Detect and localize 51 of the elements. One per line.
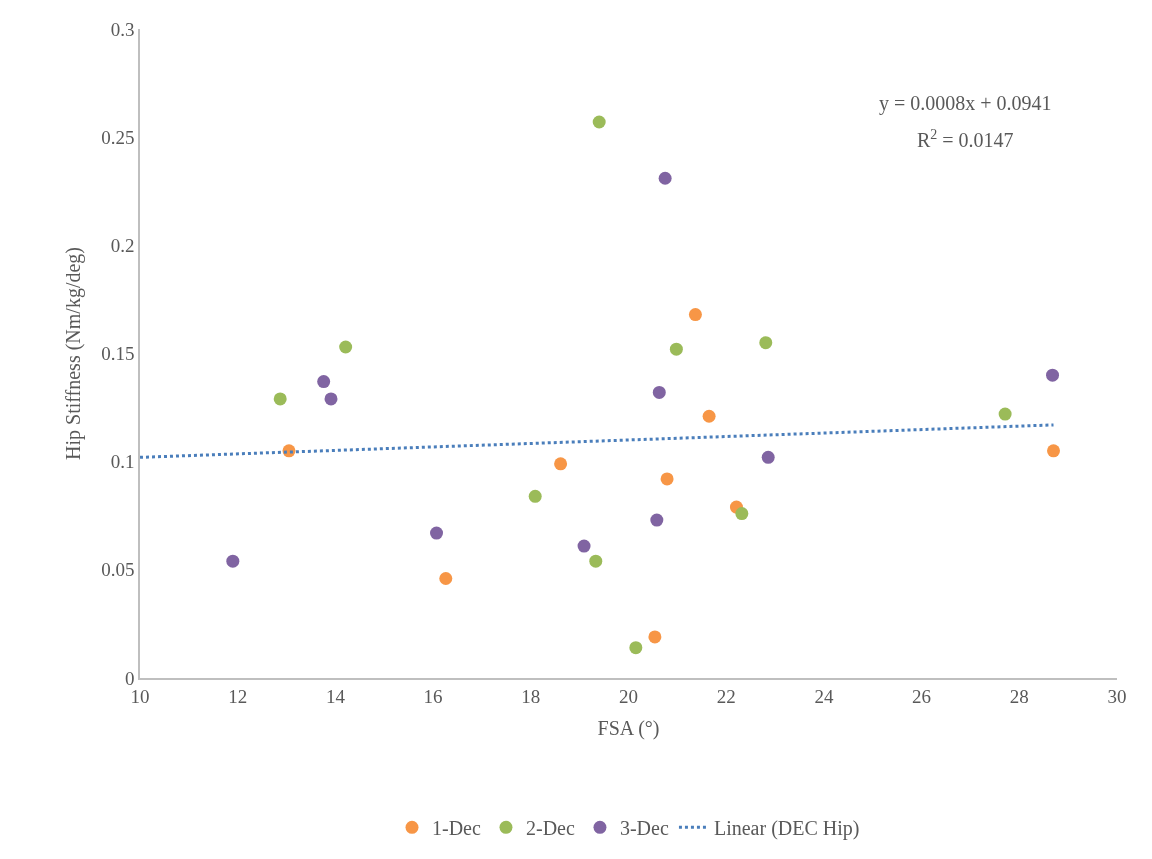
annotation: R$^{2}$ = 0.0147 — [917, 127, 1014, 152]
x-tick-label: 14 — [325, 685, 346, 707]
y-tick-label: 0.05 — [101, 559, 135, 581]
point — [998, 407, 1012, 421]
x-tick-label: 22 — [716, 685, 736, 707]
legend-label: 1-Dec — [432, 817, 481, 840]
point — [324, 392, 338, 406]
point — [669, 342, 683, 356]
y-tick-label: 0.3 — [110, 18, 135, 40]
point — [528, 489, 542, 503]
x-tick-label: 28 — [1009, 685, 1029, 707]
legend-label: Linear (DEC Hip) — [713, 817, 860, 841]
point — [688, 308, 702, 322]
point — [702, 409, 716, 423]
y-tick-label: 0.1 — [110, 451, 135, 473]
x-tick-label: 26 — [912, 685, 932, 707]
point — [430, 526, 444, 540]
point — [735, 507, 749, 521]
x-tick-label: 20 — [619, 685, 638, 707]
point — [439, 571, 453, 585]
point — [1047, 444, 1060, 458]
point — [339, 340, 353, 354]
x-tick-label: 18 — [521, 685, 541, 707]
point — [273, 392, 287, 406]
point — [629, 641, 643, 655]
point — [761, 450, 775, 464]
x-tick-label: 24 — [814, 685, 834, 707]
x-tick-label: 12 — [228, 685, 248, 707]
point — [226, 554, 240, 568]
y-axis-title: Hip Stiffness (Nm/kg/deg) — [62, 247, 86, 460]
point — [660, 472, 674, 486]
point — [650, 513, 664, 527]
x-tick-label: 16 — [423, 685, 443, 707]
point — [554, 457, 568, 471]
legend-label: 3-Dec — [619, 817, 669, 840]
annotation: y = 0.0008x + 0.0941 — [879, 92, 1052, 115]
x-tick-label: 30 — [1107, 685, 1127, 707]
y-tick-label: 0.25 — [101, 126, 135, 148]
y-tick-label: 0.15 — [101, 343, 135, 365]
point — [589, 554, 603, 568]
legend-label: 2-Dec — [525, 817, 575, 840]
point — [1046, 368, 1060, 382]
point — [652, 385, 666, 399]
point — [577, 539, 591, 553]
y-tick-label: 0.2 — [110, 234, 135, 256]
point — [317, 375, 331, 389]
point — [658, 171, 672, 185]
x-axis-title: FSA (°) — [597, 716, 660, 740]
point — [648, 630, 662, 644]
point — [592, 115, 606, 129]
point — [759, 336, 773, 350]
